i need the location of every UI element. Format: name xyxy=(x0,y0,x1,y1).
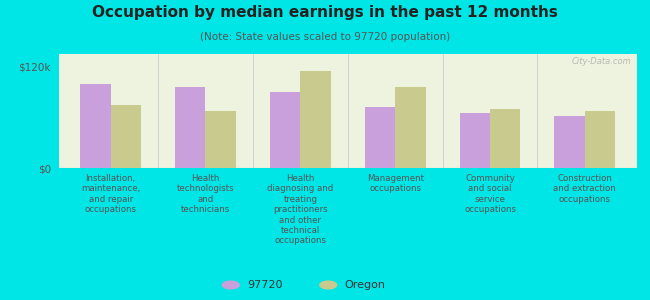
Text: Community
and social
service
occupations: Community and social service occupations xyxy=(464,174,516,214)
Text: (Note: State values scaled to 97720 population): (Note: State values scaled to 97720 popu… xyxy=(200,32,450,41)
Bar xyxy=(490,109,521,168)
Text: Oregon: Oregon xyxy=(344,280,385,290)
Bar xyxy=(395,87,426,168)
Bar xyxy=(300,71,331,168)
Text: 97720: 97720 xyxy=(247,280,283,290)
Text: Construction
and extraction
occupations: Construction and extraction occupations xyxy=(553,174,616,204)
Bar xyxy=(81,84,110,168)
Text: City-Data.com: City-Data.com xyxy=(571,57,631,66)
Bar xyxy=(205,111,236,168)
Text: Management
occupations: Management occupations xyxy=(367,174,424,194)
Bar xyxy=(460,113,490,168)
Bar xyxy=(365,107,395,168)
Bar xyxy=(270,92,300,168)
Text: Health
diagnosing and
treating
practitioners
and other
technical
occupations: Health diagnosing and treating practitio… xyxy=(267,174,333,245)
Text: Installation,
maintenance,
and repair
occupations: Installation, maintenance, and repair oc… xyxy=(81,174,140,214)
Bar xyxy=(585,111,615,168)
Text: Occupation by median earnings in the past 12 months: Occupation by median earnings in the pas… xyxy=(92,4,558,20)
Bar xyxy=(111,105,141,168)
Bar xyxy=(554,116,585,168)
Text: Health
technologists
and
technicians: Health technologists and technicians xyxy=(177,174,234,214)
Bar xyxy=(175,87,205,168)
